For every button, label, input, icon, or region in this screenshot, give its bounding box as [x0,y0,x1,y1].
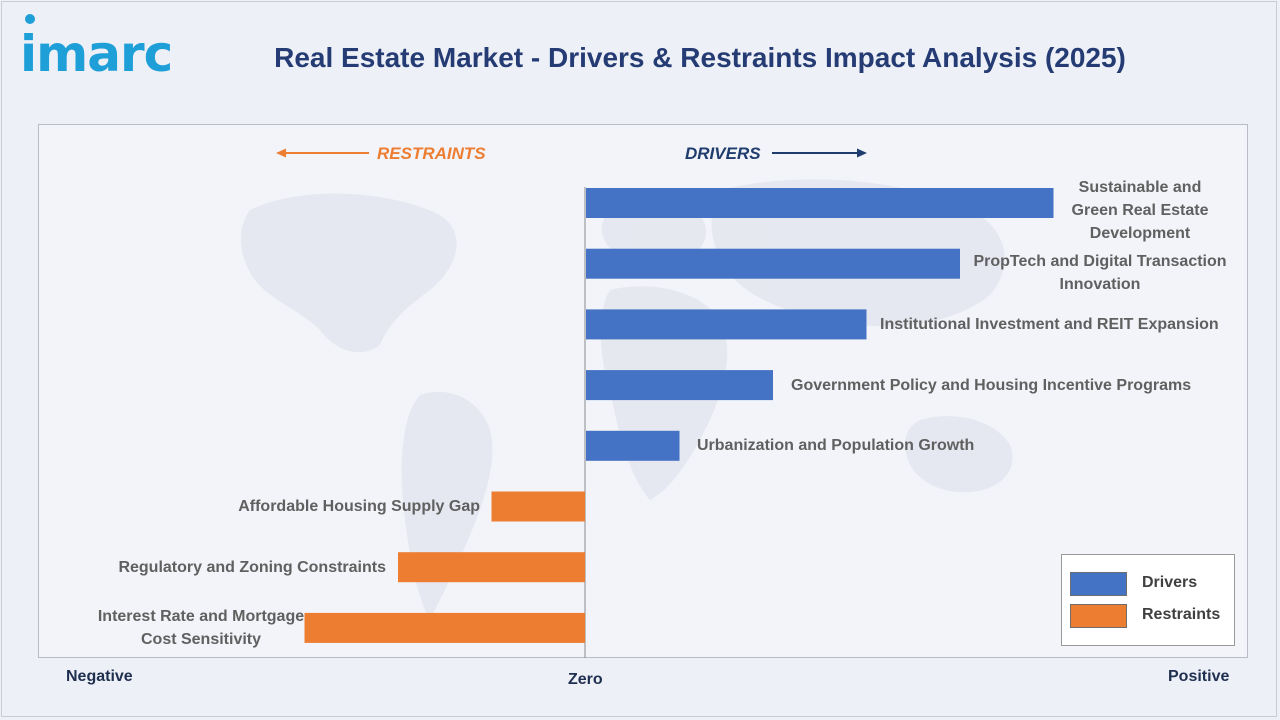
legend-swatch-drivers [1070,572,1127,596]
restraints-arrow [276,148,369,158]
bar-label-regulatory-zoning: Regulatory and Zoning Constraints [118,559,386,576]
bar-label-proptech: PropTech and Digital Transaction Innovat… [973,253,1227,293]
drivers-arrow-head [857,148,867,158]
bars-layer [304,188,1054,643]
bar-regulatory-zoning [398,552,585,583]
imarc-logo: imarc [20,14,202,83]
bar-label-sustainable-green: Sustainable and Green Real Estate Develo… [1071,179,1209,242]
drivers-direction-label: DRIVERS [685,144,761,163]
axis-label-positive: Positive [1168,668,1230,685]
watermark-north-america [240,193,457,353]
bar-label-interest-rate: Interest Rate and Mortgage Cost Sensitiv… [97,608,305,648]
drivers-arrow [772,148,867,158]
bar-proptech [586,248,960,279]
axis-label-negative: Negative [66,668,133,685]
bar-label-urbanization: Urbanization and Population Growth [697,437,975,454]
bar-affordable-housing [491,491,585,522]
watermark-australia [905,416,1013,493]
legend-label-restraints: Restraints [1142,606,1221,623]
legend-label-drivers: Drivers [1142,574,1198,591]
legend: Drivers Restraints [1061,554,1235,646]
bar-label-institutional-investment: Institutional Investment and REIT Expans… [880,316,1219,333]
page-title: Real Estate Market - Drivers & Restraint… [274,42,1126,73]
logo-dot [25,14,35,24]
axis-label-zero: Zero [568,671,603,688]
bar-label-government-policy: Government Policy and Housing Incentive … [791,377,1192,394]
legend-swatch-restraints [1070,604,1127,628]
bar-sustainable-green [586,188,1054,218]
bar-urbanization [586,430,680,461]
restraints-arrow-head [276,148,286,158]
bar-government-policy [586,370,773,401]
bar-label-affordable-housing: Affordable Housing Supply Gap [238,498,480,515]
logo-text: imarc [20,25,173,83]
bar-institutional-investment [586,309,867,340]
bar-interest-rate [304,612,585,643]
restraints-direction-label: RESTRAINTS [377,144,486,163]
